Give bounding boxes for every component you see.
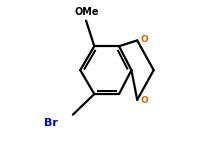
Text: O: O (140, 35, 148, 44)
Text: Br: Br (44, 118, 58, 128)
Text: O: O (140, 96, 148, 105)
Text: OMe: OMe (75, 7, 99, 17)
